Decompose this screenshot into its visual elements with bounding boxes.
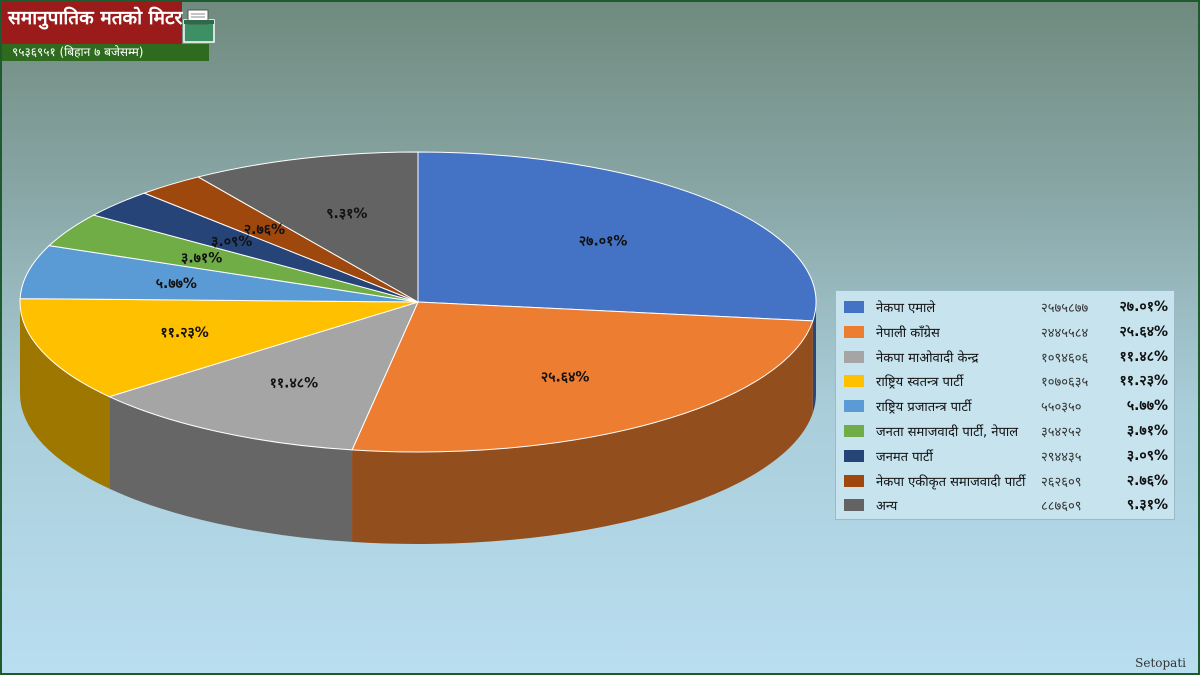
pie-side-1 (352, 320, 813, 545)
pie-side-3 (20, 302, 110, 489)
slice-label-7: २.७६% (244, 222, 285, 238)
legend-swatch (844, 400, 864, 413)
pie-side-2 (109, 396, 353, 542)
legend-votes: १०७०६३५ (1041, 375, 1089, 391)
slice-label-8: ९.३१% (326, 206, 367, 222)
legend-item: नेपाली काँग्रेस २४४५५८४ २५.६४% (836, 320, 1174, 344)
slice-label-0: २७.०१% (579, 234, 627, 250)
pie-slice-4 (19, 245, 419, 303)
legend-swatch (844, 474, 864, 487)
page-title: समानुपातिक मतको मिटर (8, 7, 183, 29)
ballot-box-icon (182, 8, 216, 44)
pie-slice-3 (19, 298, 419, 398)
legend-votes: २६२६०९ (1041, 474, 1082, 490)
legend-party-name: नेकपा एमाले (876, 301, 936, 316)
legend-percent: ३.७१% (1126, 423, 1168, 439)
slice-label-4: ५.७७% (156, 276, 197, 292)
legend-votes: १०९४६०६ (1041, 350, 1089, 366)
legend-party-name: जनता समाजवादी पार्टी, नेपाल (876, 425, 1019, 440)
legend-party-name: राष्ट्रिय प्रजातन्त्र पार्टी (876, 400, 972, 416)
legend-swatch (844, 301, 864, 313)
slice-label-3: ११.२३% (160, 325, 208, 341)
legend-item: जनमत पार्टी २९४४३५ ३.०९% (836, 444, 1174, 468)
legend-percent: ११.२३% (1119, 373, 1168, 390)
slice-labels: २७.०१% २५.६४% ११.४८% ११.२३% ५.७७% ३.७१%३.०९%२… (156, 206, 628, 391)
slice-label-6: ३.०९% (211, 234, 252, 250)
legend-party-name: जनमत पार्टी (876, 449, 933, 465)
legend-item: नेकपा एमाले २५७५८७७ २७.०१% (836, 295, 1174, 319)
legend-party-name: नेकपा माओवादी केन्द्र (876, 350, 979, 366)
legend-votes: ५५०३५० (1041, 400, 1082, 416)
legend-party-name: राष्ट्रिय स्वतन्त्र पार्टी (876, 375, 964, 391)
pie-slices (19, 151, 817, 453)
pie-slice-8 (196, 151, 419, 303)
slice-label-5: ३.७१% (181, 250, 222, 266)
legend-party-name: अन्य (876, 499, 898, 515)
legend: नेकपा एमाले २५७५८७७ २७.०१% नेपाली काँग्रेस २… (835, 290, 1175, 520)
legend-item: राष्ट्रिय प्रजातन्त्र पार्टी ५५०३५० ५.७७% (836, 394, 1174, 418)
legend-item: अन्य ८८७६०९ ९.३१% (836, 493, 1174, 517)
legend-party-name: नेकपा एकीकृत समाजवादी पार्टी (876, 474, 1026, 490)
legend-item: नेकपा माओवादी केन्द्र १०९४६०६ ११.४८% (836, 345, 1174, 369)
legend-swatch (844, 425, 864, 437)
legend-swatch (844, 499, 864, 512)
legend-swatch (844, 449, 864, 462)
pie-slice-0 (417, 151, 817, 322)
pie-slice-1 (351, 301, 814, 453)
legend-swatch (844, 375, 864, 388)
legend-item: जनता समाजवादी पार्टी, नेपाल ३५४२५२ ३.७१% (836, 419, 1174, 443)
legend-percent: २७.०१% (1119, 299, 1168, 315)
pie-side-0 (812, 302, 816, 413)
legend-percent: ९.३१% (1126, 497, 1168, 514)
title-banner: समानुपातिक मतको मिटर (2, 2, 182, 44)
legend-item: नेकपा एकीकृत समाजवादी पार्टी २६२६०९ २.७६% (836, 469, 1174, 493)
legend-percent: ३.०९% (1126, 447, 1168, 464)
legend-votes: ८८७६०९ (1041, 499, 1082, 515)
legend-votes: २५७५८७७ (1041, 301, 1089, 316)
legend-swatch (844, 350, 864, 363)
legend-votes: ३५४२५२ (1041, 425, 1082, 440)
slice-label-2: ११.४८% (270, 375, 318, 391)
slice-label-1: २५.६४% (541, 370, 589, 386)
legend-percent: २५.६४% (1119, 323, 1168, 340)
legend-votes: २९४४३५ (1041, 449, 1082, 465)
legend-party-name: नेपाली काँग्रेस (876, 325, 940, 341)
legend-percent: २.७६% (1126, 472, 1168, 489)
pie-slice-2 (107, 301, 419, 451)
pie-side-walls (20, 302, 816, 545)
watermark-logo: Setopati (1135, 656, 1186, 670)
legend-percent: ५.७७% (1126, 398, 1168, 415)
legend-swatch (844, 325, 864, 338)
legend-item: राष्ट्रिय स्वतन्त्र पार्टी १०७०६३५ ११.२३% (836, 369, 1174, 393)
legend-percent: ११.४८% (1119, 348, 1168, 365)
legend-votes: २४४५५८४ (1041, 325, 1089, 341)
total-votes-note: ९५३६९५१ (बिहान ७ बजेसम्म) (2, 44, 209, 61)
